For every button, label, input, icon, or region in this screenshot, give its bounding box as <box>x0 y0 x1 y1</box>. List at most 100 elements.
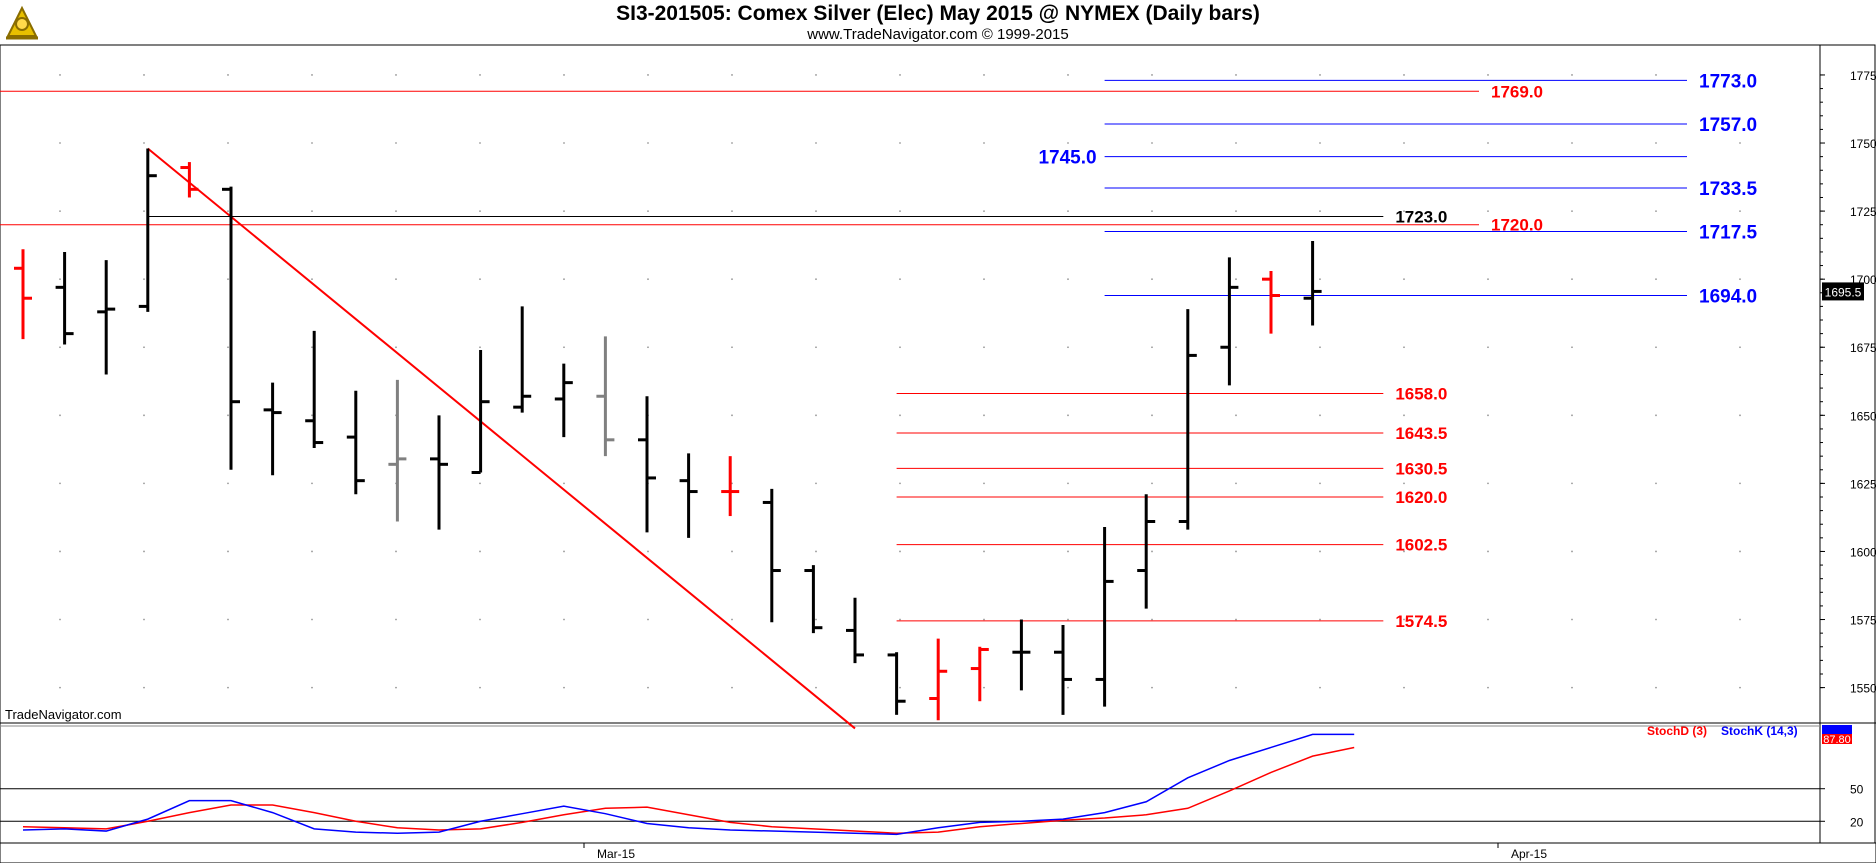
time-axis: Mar-15 Apr-15 <box>583 843 1547 861</box>
grid-dot <box>1319 482 1321 485</box>
price-bar <box>638 396 656 533</box>
stoch-y-tick-label: 20 <box>1850 815 1864 829</box>
grid-dot <box>899 210 901 212</box>
grid-dot <box>983 346 985 349</box>
grid-dot <box>1403 278 1405 281</box>
grid-dot <box>983 414 985 417</box>
grid-dot <box>227 482 229 485</box>
grid-dot <box>1235 210 1237 212</box>
stoch-d-value-box <box>1822 734 1852 744</box>
grid-dot <box>1319 346 1321 349</box>
grid-dot <box>647 74 649 76</box>
y-tick-label: 1550.0 <box>1850 682 1876 696</box>
grid-dot <box>1319 686 1321 689</box>
grid-dot <box>59 210 61 212</box>
price-bar <box>1137 494 1156 609</box>
level-label: 1720.0 <box>1491 216 1543 235</box>
grid-dot <box>1739 210 1741 212</box>
grid-dot <box>1739 414 1741 417</box>
grid-dot <box>1235 686 1237 689</box>
price-bar <box>55 251 74 345</box>
level-label: 1574.5 <box>1395 612 1447 631</box>
price-bar <box>138 148 157 312</box>
level-lines-layer: 1773.0 1769.0 1757.0 1745.0 1733.5 1723.0 1720… <box>0 71 1758 631</box>
grid-dot <box>1151 210 1153 212</box>
grid-dot <box>1487 346 1489 349</box>
grid-dot <box>731 414 733 417</box>
grid-dot <box>1151 618 1153 621</box>
y-tick-label: 1775.0 <box>1850 69 1876 83</box>
grid-dot <box>227 414 229 417</box>
grid-dot <box>815 210 817 212</box>
grid-dot <box>59 74 61 76</box>
level-label: 1733.5 <box>1699 179 1758 200</box>
price-bar <box>1178 309 1197 530</box>
grid-dot <box>227 210 229 212</box>
grid-dot <box>1151 686 1153 689</box>
grid-dot <box>899 74 901 76</box>
level-label: 1757.0 <box>1699 115 1757 136</box>
grid-dot <box>479 210 481 212</box>
grid-dot <box>1067 618 1069 621</box>
grid-dot <box>311 550 313 553</box>
grid-dot <box>731 686 733 689</box>
grid-dot <box>815 278 817 281</box>
grid-dot <box>1235 278 1237 281</box>
grid-dot <box>1655 210 1657 212</box>
grid-dot <box>731 346 733 349</box>
last-price-label: 1695.5 <box>1825 285 1862 299</box>
price-bar <box>305 330 324 448</box>
grid-dot <box>563 550 565 553</box>
grid-dot <box>59 142 61 144</box>
grid-dot <box>1403 74 1405 76</box>
y-tick-label: 1650.0 <box>1850 409 1876 423</box>
grid-dot <box>311 142 313 144</box>
grid-dot <box>1739 278 1741 281</box>
grid-dot <box>1319 278 1321 281</box>
price-bar <box>1303 241 1322 326</box>
grid-dot <box>815 618 817 621</box>
grid-dot <box>1571 414 1573 417</box>
grid-dot <box>1403 346 1405 349</box>
grid-dot <box>1403 686 1405 689</box>
grid-dot <box>647 550 649 553</box>
grid-dot <box>1319 74 1321 76</box>
price-bar <box>970 646 989 702</box>
time-axis-frame <box>0 842 1876 863</box>
grid-dot <box>563 618 565 621</box>
grid-dot <box>395 618 397 621</box>
grid-dot <box>227 686 229 689</box>
grid-dot <box>731 618 733 621</box>
price-bar <box>471 349 490 474</box>
grid-dot <box>1151 142 1153 144</box>
grid-dot <box>59 278 61 281</box>
grid-dot <box>311 210 313 212</box>
grid-dot <box>1739 550 1741 553</box>
level-label: 1723.0 <box>1395 208 1447 227</box>
grid-dot <box>227 346 229 349</box>
grid-dot <box>1655 346 1657 349</box>
grid-dot <box>1067 414 1069 417</box>
level-label: 1769.0 <box>1491 82 1543 101</box>
grid-dot <box>815 482 817 485</box>
grid-dot <box>815 686 817 689</box>
price-bar <box>804 565 823 634</box>
grid-dot <box>983 550 985 553</box>
grid-dot <box>395 210 397 212</box>
grid-dot <box>395 686 397 689</box>
price-bar <box>388 379 407 522</box>
grid-dot <box>1655 686 1657 689</box>
grid-dot <box>1235 414 1237 417</box>
level-label: 1602.5 <box>1395 536 1447 555</box>
trade-navigator-logo-icon[interactable] <box>2 2 42 42</box>
grid-dot <box>563 482 565 485</box>
grid-dot <box>143 414 145 417</box>
grid-dot <box>59 346 61 349</box>
grid-dot <box>563 278 565 281</box>
grid-dot <box>1403 550 1405 553</box>
grid-dot <box>479 482 481 485</box>
grid-dot <box>395 278 397 281</box>
grid-dot <box>731 210 733 212</box>
last-price-box <box>1822 282 1864 301</box>
